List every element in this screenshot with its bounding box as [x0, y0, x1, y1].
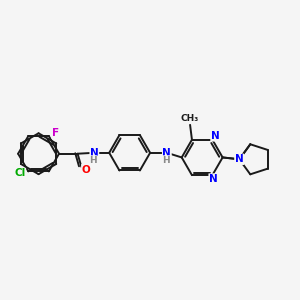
Text: N: N	[235, 154, 244, 164]
Text: Cl: Cl	[14, 168, 26, 178]
Text: N: N	[235, 154, 244, 164]
Text: H: H	[90, 156, 97, 165]
Text: F: F	[52, 128, 59, 138]
Text: O: O	[82, 164, 90, 175]
Text: CH₃: CH₃	[181, 114, 199, 123]
Text: N: N	[163, 148, 171, 158]
Text: N: N	[211, 131, 220, 141]
Text: N: N	[209, 174, 218, 184]
Text: H: H	[162, 156, 170, 165]
Text: N: N	[90, 148, 99, 158]
